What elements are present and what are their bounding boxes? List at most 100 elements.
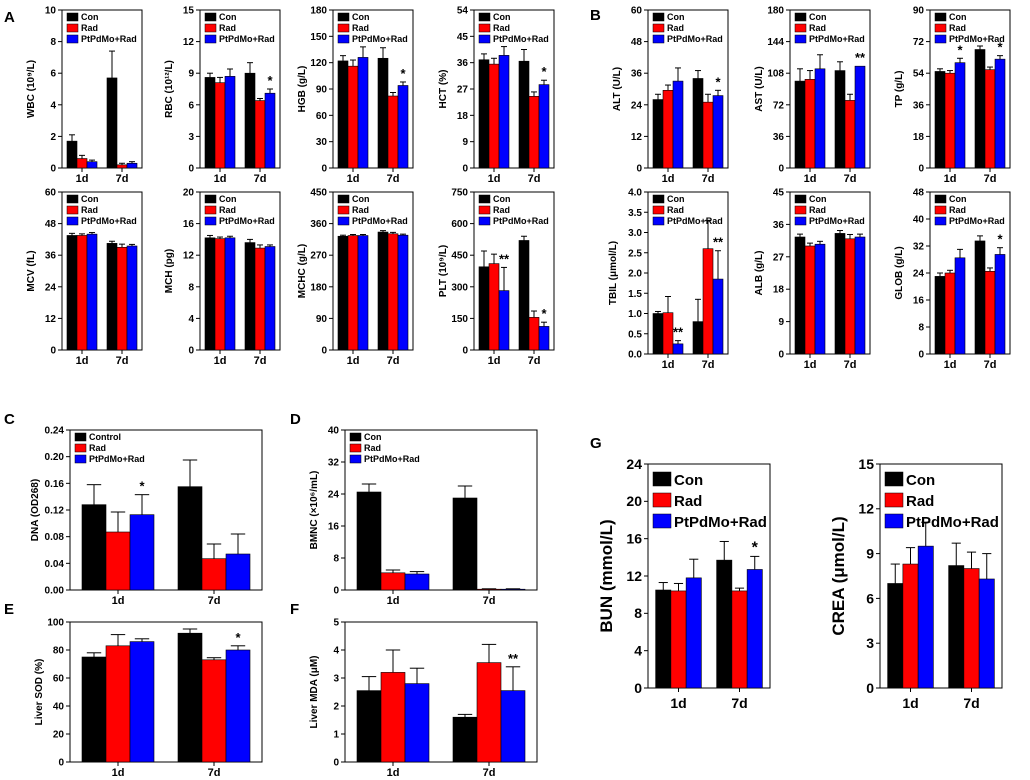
legend-label-wbc-2: PtPdMo+Rad — [81, 34, 137, 44]
legend-swatch-tbil-1 — [652, 205, 665, 215]
ytick-label-dna-1: 0.04 — [45, 559, 65, 570]
ytick-label-glob-3: 24 — [913, 269, 925, 280]
ytick-label-hct-6: 54 — [457, 6, 469, 17]
ytick-label-dna-3: 0.12 — [45, 506, 65, 517]
xtick-label-glob-0: 1d — [944, 359, 957, 371]
bar-hgb-rad-1d — [347, 65, 359, 169]
bar-sod-rad-1d — [105, 645, 131, 763]
bar-mda-rad-1d — [380, 672, 406, 763]
bar-hct-ptpdmo-rad-7d — [538, 84, 550, 169]
chart-ast: 0 36 72 108 144 180 AST (U/L) 1d 7d ** ConRadPtPdM… — [754, 6, 871, 185]
bar-alt-rad-7d — [702, 101, 714, 169]
bar-wbc-con-7d — [106, 77, 118, 169]
bar-rbc-con-7d — [244, 72, 256, 169]
ytick-label-tbil-1: 0.5 — [628, 329, 642, 340]
ytick-label-tbil-7: 3.5 — [628, 208, 642, 219]
bar-alb-con-1d — [794, 236, 806, 355]
bar-tbil-ptpdmo-rad-1d — [672, 343, 684, 355]
bar-bun-ptpdmo-rad-7d — [746, 569, 763, 689]
ytick-label-ast-4: 144 — [767, 37, 784, 48]
bar-alt-con-1d — [652, 99, 664, 169]
legend-swatch-hgb-0 — [337, 12, 350, 22]
legend-label-bun-2: PtPdMo+Rad — [674, 514, 767, 531]
legend-swatch-bun-0 — [652, 471, 672, 487]
xtick-label-bmnc-0: 1d — [387, 595, 400, 607]
legend-swatch-mch-0 — [204, 194, 217, 204]
legend-label-bun-1: Rad — [674, 493, 702, 510]
bar-rbc-rad-7d — [254, 100, 266, 169]
ylabel-tbil: TBIL (μmol/L) — [608, 241, 619, 305]
legend-swatch-wbc-2 — [66, 34, 79, 44]
ytick-label-ast-3: 108 — [767, 69, 784, 80]
bar-hct-con-1d — [478, 59, 490, 169]
xtick-label-mchc-1: 7d — [387, 355, 400, 367]
ytick-label-mcv-5: 60 — [45, 188, 57, 199]
legend-swatch-ast-1 — [794, 23, 807, 33]
ytick-label-glob-6: 48 — [913, 188, 925, 199]
xtick-label-rbc-0: 1d — [214, 173, 227, 185]
bar-mda-ptpdmo-rad-7d — [500, 690, 526, 763]
legend-swatch-mcv-0 — [66, 194, 79, 204]
legend-label-plt-2: PtPdMo+Rad — [493, 216, 549, 226]
ylabel-hgb: HGB (g/L) — [297, 66, 308, 113]
bar-plt-con-1d — [478, 266, 490, 351]
ytick-label-mda-5: 5 — [333, 618, 339, 629]
ytick-label-ast-5: 180 — [767, 6, 784, 17]
bar-tbil-ptpdmo-rad-7d — [712, 278, 724, 355]
bar-mcv-rad-1d — [76, 235, 88, 351]
ytick-label-rbc-0: 0 — [188, 164, 194, 175]
legend-swatch-tbil-2 — [652, 216, 665, 226]
legend-label-mch-1: Rad — [219, 205, 236, 215]
legend-swatch-alb-2 — [794, 216, 807, 226]
ytick-label-rbc-3: 9 — [188, 69, 194, 80]
ytick-label-rbc-4: 12 — [183, 37, 195, 48]
legend-label-hct-1: Rad — [493, 23, 510, 33]
chart-tp: 0 18 36 54 72 90 TP (g/L) 1d 7d * * ConRadPtPdMo+Ra… — [894, 6, 1011, 185]
plot-frame-mda — [344, 621, 538, 763]
chart-crea: 0 3 6 9 12 15 CREA (μmol/L) 1d 7d Con Rad PtPdMo+Ra… — [829, 456, 1003, 711]
bar-hct-rad-7d — [528, 96, 540, 169]
ytick-label-alb-4: 36 — [773, 220, 785, 231]
ytick-label-crea-5: 15 — [858, 456, 874, 472]
bar-hgb-con-1d — [337, 60, 349, 169]
bar-wbc-rad-1d — [76, 158, 88, 169]
ytick-label-bmnc-0: 0 — [333, 586, 339, 597]
bar-mda-ptpdmo-rad-1d — [404, 683, 430, 763]
legend-swatch-tp-0 — [934, 12, 947, 22]
ylabel-bun: BUN (mmol/L) — [597, 519, 616, 632]
bar-crea-ptpdmo-rad-1d — [917, 545, 934, 689]
plot-frame-sod — [69, 621, 263, 763]
bar-alt-ptpdmo-rad-1d — [672, 80, 684, 169]
legend-label-alb-0: Con — [809, 194, 827, 204]
bar-wbc-con-1d — [66, 140, 78, 169]
ytick-label-bun-3: 12 — [626, 568, 642, 584]
bar-rbc-con-1d — [204, 77, 216, 169]
bar-mch-rad-1d — [214, 238, 226, 351]
bar-mcv-ptpdmo-rad-1d — [86, 233, 98, 351]
ytick-label-tbil-6: 3.0 — [628, 228, 642, 239]
ytick-label-bun-2: 8 — [634, 605, 642, 621]
legend-label-crea-0: Con — [906, 472, 935, 489]
ytick-label-plt-3: 450 — [451, 251, 468, 262]
legend-swatch-bmnc-0 — [349, 432, 362, 442]
ylabel-hct: HCT (%) — [438, 70, 449, 109]
significance-dna-0: * — [139, 479, 145, 494]
legend-swatch-crea-0 — [884, 471, 904, 487]
ytick-label-hct-3: 27 — [457, 85, 469, 96]
bar-alb-con-7d — [834, 233, 846, 355]
bar-bun-rad-7d — [731, 590, 748, 689]
bar-crea-rad-1d — [902, 563, 919, 689]
ytick-label-wbc-3: 6 — [50, 69, 56, 80]
bar-dna-rad-1d — [105, 531, 131, 591]
ytick-label-crea-4: 12 — [858, 501, 874, 517]
significance-hct-0: * — [541, 64, 547, 79]
ytick-label-plt-4: 600 — [451, 219, 468, 230]
bar-bmnc-ptpdmo-rad-7d — [500, 588, 526, 591]
bar-mchc-con-7d — [377, 231, 389, 351]
ytick-label-alt-0: 0 — [636, 164, 642, 175]
chart-bmnc: 0 8 16 24 32 40 BMNC (×10⁶/mL) 1d 7d ConRadPtPdMo… — [309, 426, 538, 607]
ytick-label-alb-1: 9 — [778, 317, 784, 328]
significance-tp-1: * — [997, 40, 1003, 55]
ytick-label-mchc-3: 270 — [310, 251, 327, 262]
